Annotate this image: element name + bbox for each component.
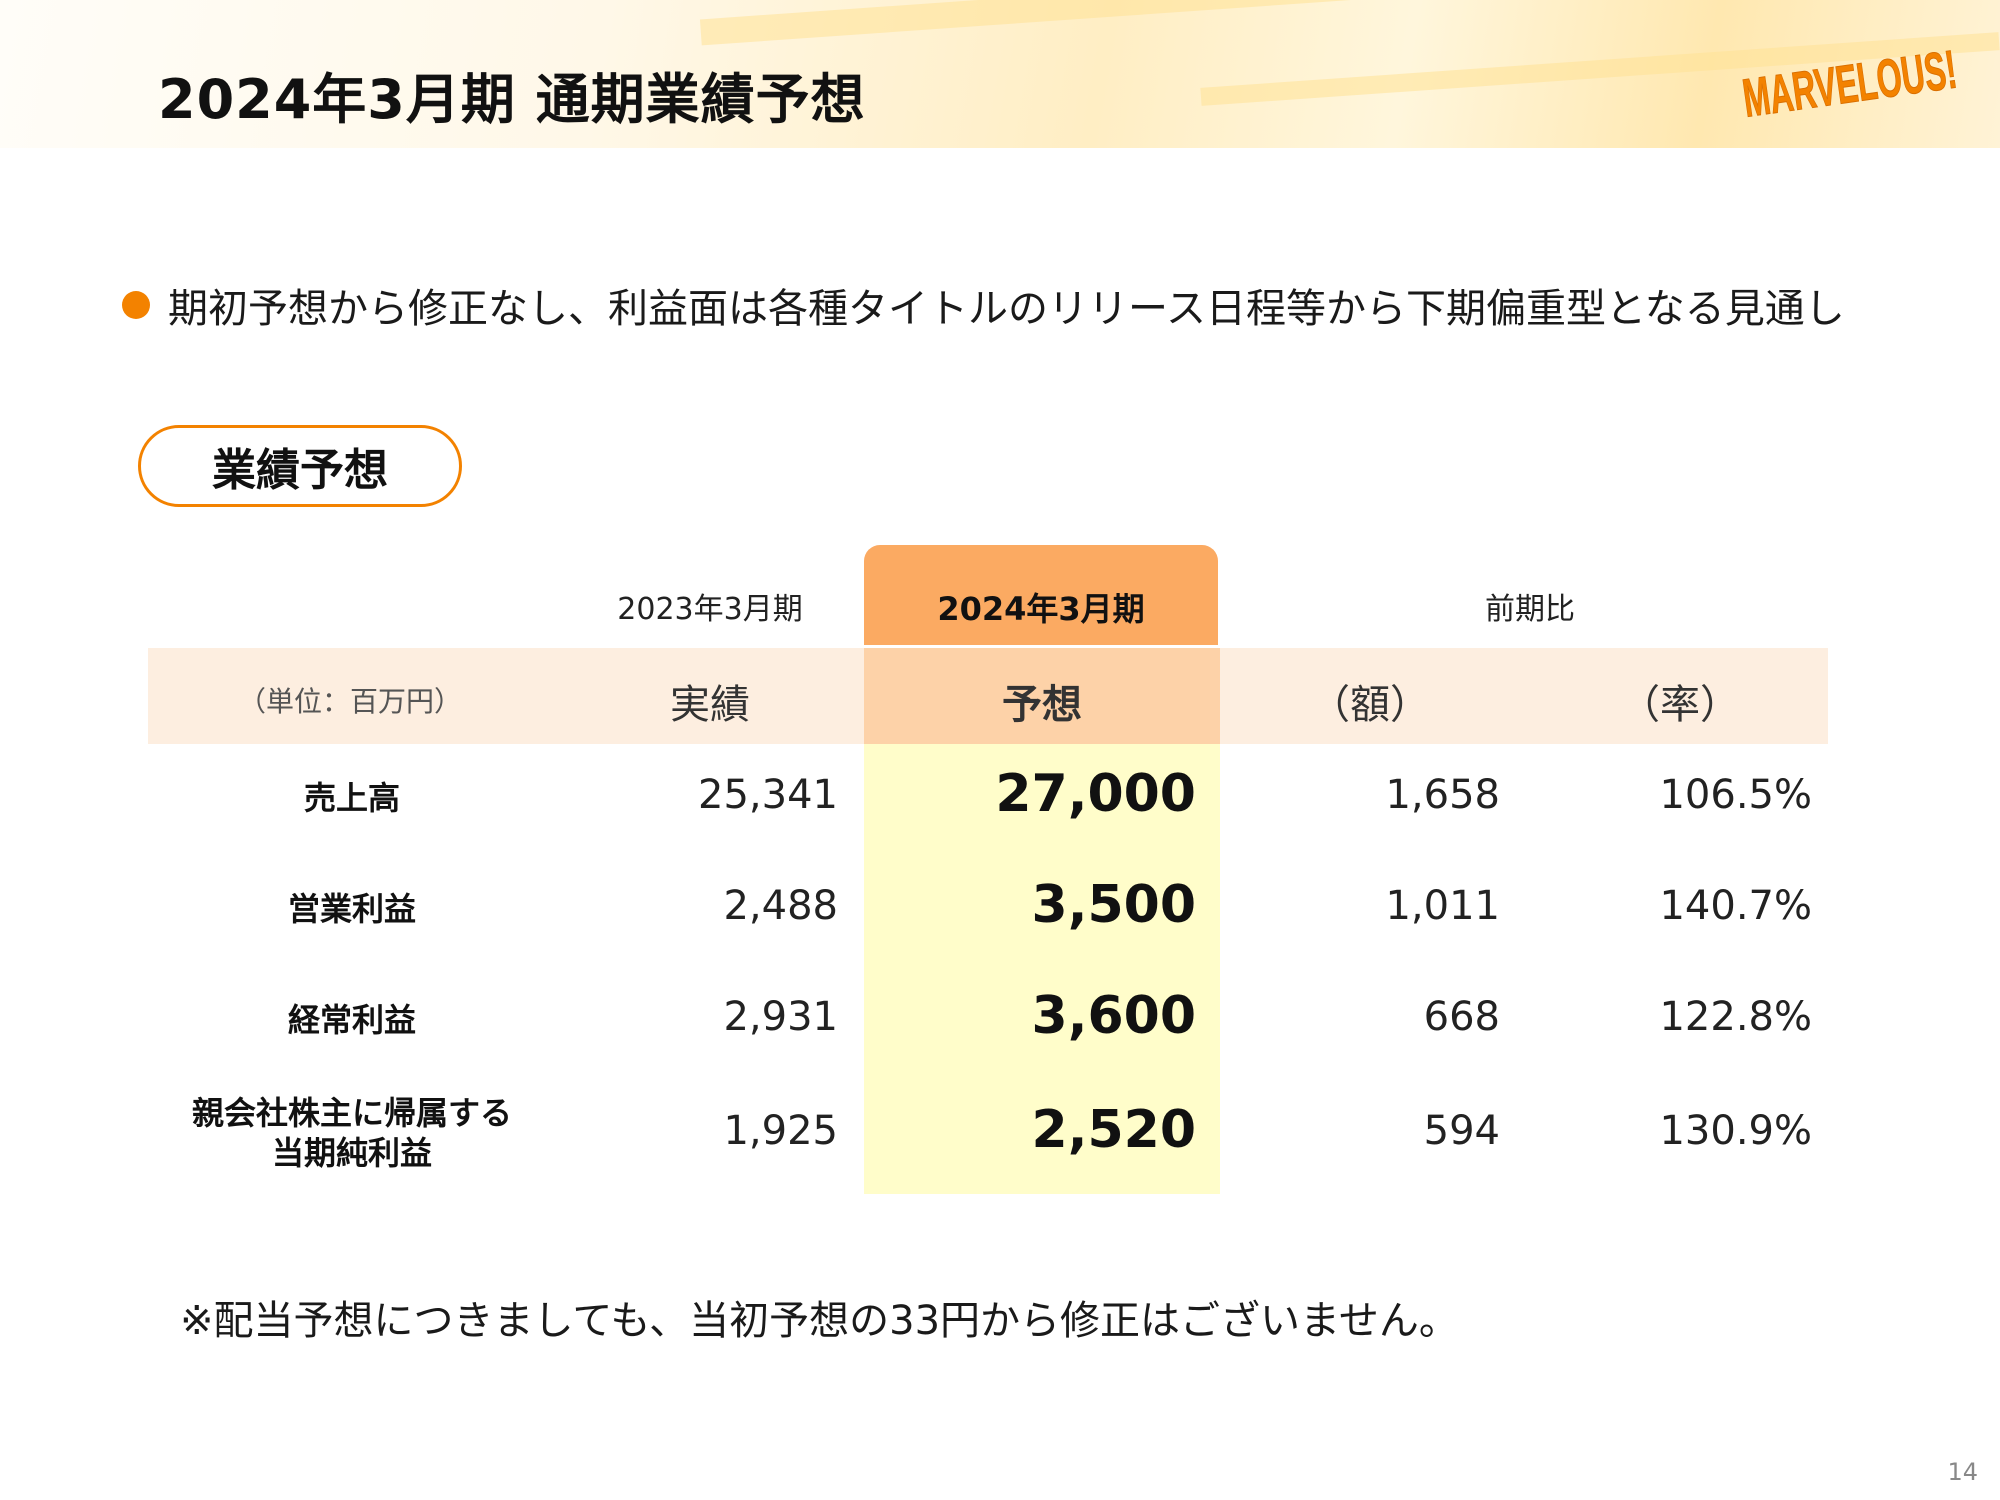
section-label: 業績予想 xyxy=(138,425,462,507)
yoy-amount-value: 1,658 xyxy=(1385,772,1500,818)
yoy-amount-value: 594 xyxy=(1423,1108,1500,1154)
bullet-dot-icon xyxy=(122,291,150,319)
summary-text: 期初予想から修正なし、利益面は各種タイトルのリリース日程等から下期偏重型となる見… xyxy=(168,286,1845,332)
amount-subheader: （額） xyxy=(1310,682,1430,728)
page-title: 2024年3月期 通期業績予想 xyxy=(158,68,866,131)
marvelous-logo: MARVELOUS! xyxy=(1739,39,1961,129)
header-decoration xyxy=(699,0,1401,46)
unit-label: （単位：百万円） xyxy=(237,685,462,718)
actual-value: 25,341 xyxy=(698,772,838,818)
forecast-value: 2,520 xyxy=(1031,1100,1196,1160)
summary-bullet: 期初予想から修正なし、利益面は各種タイトルのリリース日程等から下期偏重型となる見… xyxy=(122,275,1982,335)
row-label-line2: 当期純利益 xyxy=(271,1134,432,1172)
page-number: 14 xyxy=(1947,1458,1978,1486)
forecast-value: 27,000 xyxy=(995,764,1196,824)
header-banner: 2024年3月期 通期業績予想 MARVELOUS! xyxy=(0,0,2000,148)
dividend-footnote: ※配当予想につきましても、当初予想の33円から修正はございません。 xyxy=(180,1298,1459,1344)
period-prev-header: 2023年3月期 xyxy=(617,592,803,627)
yoy-rate-value: 130.9% xyxy=(1659,1108,1812,1154)
yoy-amount-value: 668 xyxy=(1423,994,1500,1040)
forecast-value: 3,600 xyxy=(1031,986,1196,1046)
actual-value: 2,488 xyxy=(723,883,838,929)
row-label-net-sales: 売上高 xyxy=(303,779,400,817)
rate-subheader: （率） xyxy=(1620,682,1740,728)
actual-subheader: 実績 xyxy=(670,682,750,728)
forecast-subheader: 予想 xyxy=(1002,682,1082,728)
forecast-column-header-bg xyxy=(864,545,1218,645)
period-curr-header: 2024年3月期 xyxy=(937,590,1145,628)
yoy-header: 前期比 xyxy=(1485,592,1575,627)
actual-value: 1,925 xyxy=(723,1108,838,1154)
row-label-operating-income: 営業利益 xyxy=(287,890,416,928)
yoy-rate-value: 122.8% xyxy=(1659,994,1812,1040)
row-label-line1: 親会社株主に帰属する xyxy=(192,1094,513,1132)
actual-value: 2,931 xyxy=(723,994,838,1040)
yoy-rate-value: 106.5% xyxy=(1659,772,1812,818)
row-label-net-income: 親会社株主に帰属する 当期純利益 xyxy=(192,1093,512,1173)
row-label-ordinary-income: 経常利益 xyxy=(287,1001,416,1039)
forecast-column-body-bg xyxy=(864,744,1220,1194)
logo-text: MARVELOUS! xyxy=(1739,39,1960,128)
forecast-column-subheader-bg xyxy=(864,648,1220,744)
yoy-amount-value: 1,011 xyxy=(1385,883,1500,929)
forecast-value: 3,500 xyxy=(1031,875,1196,935)
yoy-rate-value: 140.7% xyxy=(1659,883,1812,929)
